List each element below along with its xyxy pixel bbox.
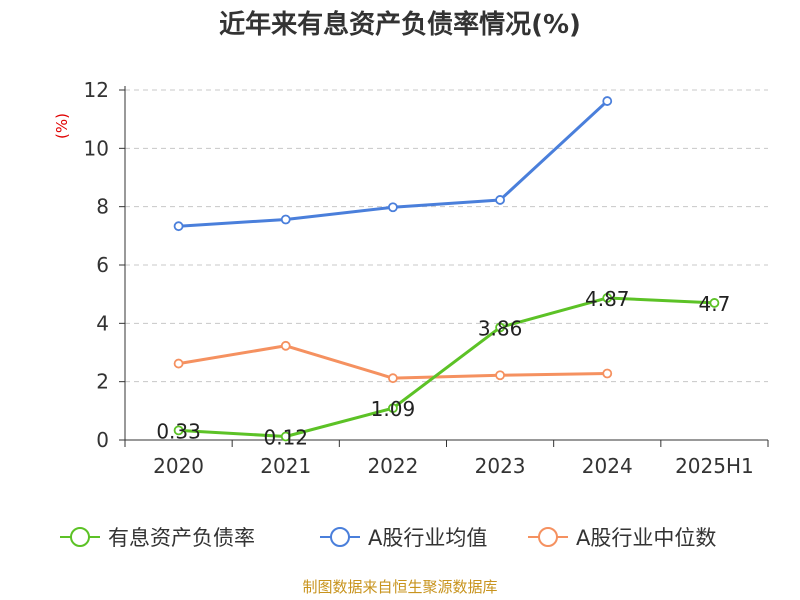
data-point <box>495 195 505 205</box>
data-point <box>280 431 291 442</box>
axes: 0 2 4 6 8 10 12 2020 2021 2022 2023 2024 2025H1 <box>84 78 769 478</box>
x-tick-label: 2022 <box>367 454 418 478</box>
legend-item: 有息资产负债率 <box>60 526 255 550</box>
data-point <box>495 370 505 381</box>
y-tick-label: 2 <box>96 370 109 394</box>
data-point <box>173 425 184 436</box>
data-point <box>388 373 398 384</box>
y-tick-label: 6 <box>96 253 109 277</box>
data-point <box>173 221 184 232</box>
y-tick-label: 0 <box>96 428 109 452</box>
data-point <box>388 403 398 414</box>
legend-item: A股行业均值 <box>320 526 487 550</box>
legend: 有息资产负债率 A股行业均值 A股行业中位数 <box>60 526 716 550</box>
y-tick-label: 8 <box>96 195 109 219</box>
data-label: 0.33 <box>156 419 201 443</box>
data-point <box>602 293 613 303</box>
y-axis-unit-label: (%) <box>53 113 71 139</box>
legend-marker <box>70 527 90 547</box>
data-label: 4.87 <box>585 287 630 311</box>
x-tick-label: 2021 <box>260 454 311 478</box>
data-label: 1.09 <box>371 397 416 421</box>
data-point <box>709 298 720 308</box>
data-point <box>602 368 613 379</box>
chart-title: 近年来有息资产负债率情况(%) <box>219 9 581 40</box>
y-tick-label: 10 <box>84 136 109 160</box>
legend-marker <box>330 527 350 547</box>
data-point <box>602 96 613 106</box>
x-tick-label: 2025H1 <box>675 454 754 478</box>
data-label: 3.86 <box>478 316 523 340</box>
data-point <box>173 358 184 369</box>
x-tick-label: 2023 <box>475 454 526 478</box>
x-tick-label: 2020 <box>153 454 204 478</box>
y-tick-label: 12 <box>84 78 109 102</box>
legend-item: A股行业中位数 <box>528 526 716 550</box>
legend-marker <box>538 527 558 547</box>
data-labels: 0.33 0.12 1.09 3.86 4.87 4.7 <box>156 287 730 450</box>
source-note: 制图数据来自恒生聚源数据库 <box>302 578 497 596</box>
legend-label: 有息资产负债率 <box>108 526 255 550</box>
data-point <box>280 340 291 351</box>
legend-label: A股行业中位数 <box>576 526 716 550</box>
x-tick-label: 2024 <box>582 454 633 478</box>
legend-label: A股行业均值 <box>368 526 487 550</box>
data-point <box>495 322 505 333</box>
data-point <box>280 214 291 225</box>
series-layer <box>173 96 720 442</box>
series-line <box>178 296 715 438</box>
y-tick-label: 4 <box>96 311 109 335</box>
data-label: 0.12 <box>263 426 308 450</box>
data-point <box>388 202 398 213</box>
grid-lines <box>125 89 768 383</box>
data-label: 4.7 <box>699 292 731 316</box>
